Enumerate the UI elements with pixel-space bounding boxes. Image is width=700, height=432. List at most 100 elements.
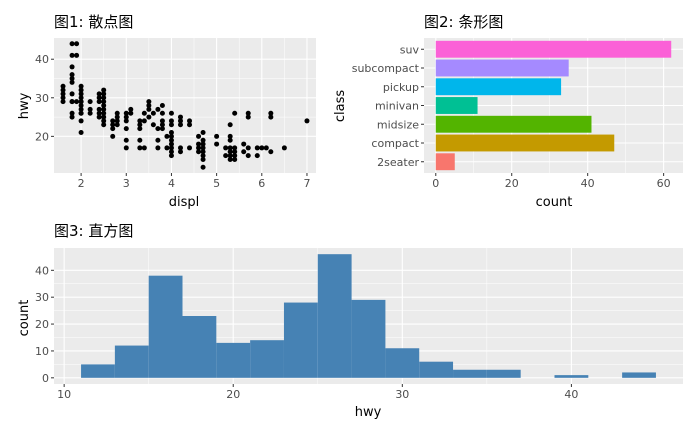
histogram-bar	[419, 361, 454, 378]
histogram-bar	[385, 348, 420, 378]
scatter-point	[168, 149, 174, 155]
scatter-point	[200, 157, 206, 162]
bar-2seater	[435, 153, 455, 171]
scatter-point	[214, 141, 220, 147]
scatter-point	[196, 133, 202, 139]
scatter-point	[245, 114, 251, 120]
scatter-point	[78, 106, 84, 112]
histogram-y-tick-label: 30	[35, 291, 49, 304]
bar-category-label: minivan	[375, 100, 419, 113]
histogram-y-axis-title: count	[17, 300, 32, 337]
scatter-x-axis-title: displ	[169, 195, 200, 210]
scatter-point	[200, 149, 206, 155]
scatter-point	[177, 122, 183, 128]
scatter-point	[168, 118, 174, 124]
scatter-point	[123, 110, 129, 116]
scatter-point	[87, 110, 93, 116]
scatter-point	[101, 91, 107, 97]
scatter-point	[168, 153, 174, 159]
scatter-point	[110, 126, 116, 132]
scatter-point	[101, 87, 107, 93]
scatter-point	[241, 149, 247, 155]
scatter-point	[168, 122, 174, 128]
scatter-point	[304, 118, 310, 124]
bar-category-label: suv	[400, 43, 420, 56]
scatter-point	[96, 95, 102, 101]
histogram-x-axis-title: hwy	[355, 405, 382, 420]
histogram-y-tick-label: 40	[35, 264, 49, 277]
scatter-point	[200, 141, 206, 147]
scatter-point	[146, 99, 152, 105]
scatter-point	[168, 110, 174, 116]
scatter-y-tick-label: 20	[35, 130, 49, 143]
bar-suv	[435, 40, 672, 58]
scatter-point	[168, 137, 174, 143]
scatter-point	[187, 122, 193, 128]
bar-category-label: 2seater	[377, 156, 419, 169]
scatter-point	[187, 145, 193, 151]
scatter-point	[177, 145, 183, 151]
scatter-point	[114, 122, 120, 128]
scatter-point	[69, 114, 75, 120]
scatter-point	[227, 122, 233, 128]
scatter-title: 图1: 散点图	[54, 13, 133, 31]
scatter-point	[110, 133, 116, 139]
scatter-y-tick-label: 30	[35, 92, 49, 105]
scatter-point	[232, 145, 238, 151]
scatter-point	[78, 87, 84, 93]
scatter-point	[78, 95, 84, 101]
bar-category-label: pickup	[383, 81, 419, 94]
histogram-plot-area	[54, 248, 683, 384]
scatter-point	[123, 145, 129, 151]
scatter-point	[101, 103, 107, 108]
scatter-point	[78, 110, 84, 116]
scatter-point	[114, 110, 120, 116]
histogram-bar	[317, 254, 352, 378]
histogram-bar	[622, 372, 656, 378]
scatter-x-tick-label: 2	[78, 177, 85, 190]
scatter-point	[245, 145, 251, 151]
scatter-point	[123, 126, 129, 132]
scatter-point	[223, 153, 229, 159]
scatter-point	[69, 41, 75, 47]
scatter-x-tick-label: 3	[123, 177, 130, 190]
scatter-point	[78, 118, 84, 124]
scatter-point	[101, 95, 107, 101]
scatter-point	[241, 141, 247, 147]
scatter-point	[268, 110, 274, 116]
bar-compact	[435, 134, 615, 152]
scatter-y-axis-title: hwy	[17, 92, 32, 119]
histogram-bar	[351, 299, 386, 378]
scatter-point	[177, 118, 183, 124]
scatter-point	[159, 110, 165, 116]
scatter-point	[87, 99, 93, 105]
histogram-x-tick-label: 10	[57, 388, 71, 401]
scatter-point	[168, 141, 174, 147]
bar-category-label: midsize	[377, 118, 419, 131]
histogram-bar	[554, 375, 589, 378]
scatter-point	[69, 64, 75, 70]
scatter-point	[74, 99, 80, 105]
scatter-point	[196, 149, 202, 155]
scatter-point	[168, 130, 174, 135]
scatter-point	[146, 106, 152, 112]
scatter-point	[227, 133, 233, 139]
scatter-point	[101, 106, 107, 112]
histogram-bar	[81, 364, 115, 378]
bar-minivan	[435, 97, 478, 114]
scatter-point	[159, 126, 165, 132]
bar-pickup	[435, 78, 562, 96]
scatter-point	[150, 110, 156, 116]
scatter-point	[268, 149, 274, 155]
scatter-point	[196, 145, 202, 151]
scatter-point	[137, 118, 143, 124]
scatter-point	[227, 149, 233, 155]
scatter-point	[259, 145, 265, 151]
scatter-point	[245, 110, 251, 116]
bar-subcompact	[435, 59, 569, 77]
scatter-point	[128, 110, 134, 116]
scatter-point	[60, 83, 66, 89]
scatter-point	[187, 118, 193, 124]
scatter-x-tick-label: 4	[168, 177, 175, 190]
scatter-point	[200, 137, 206, 143]
